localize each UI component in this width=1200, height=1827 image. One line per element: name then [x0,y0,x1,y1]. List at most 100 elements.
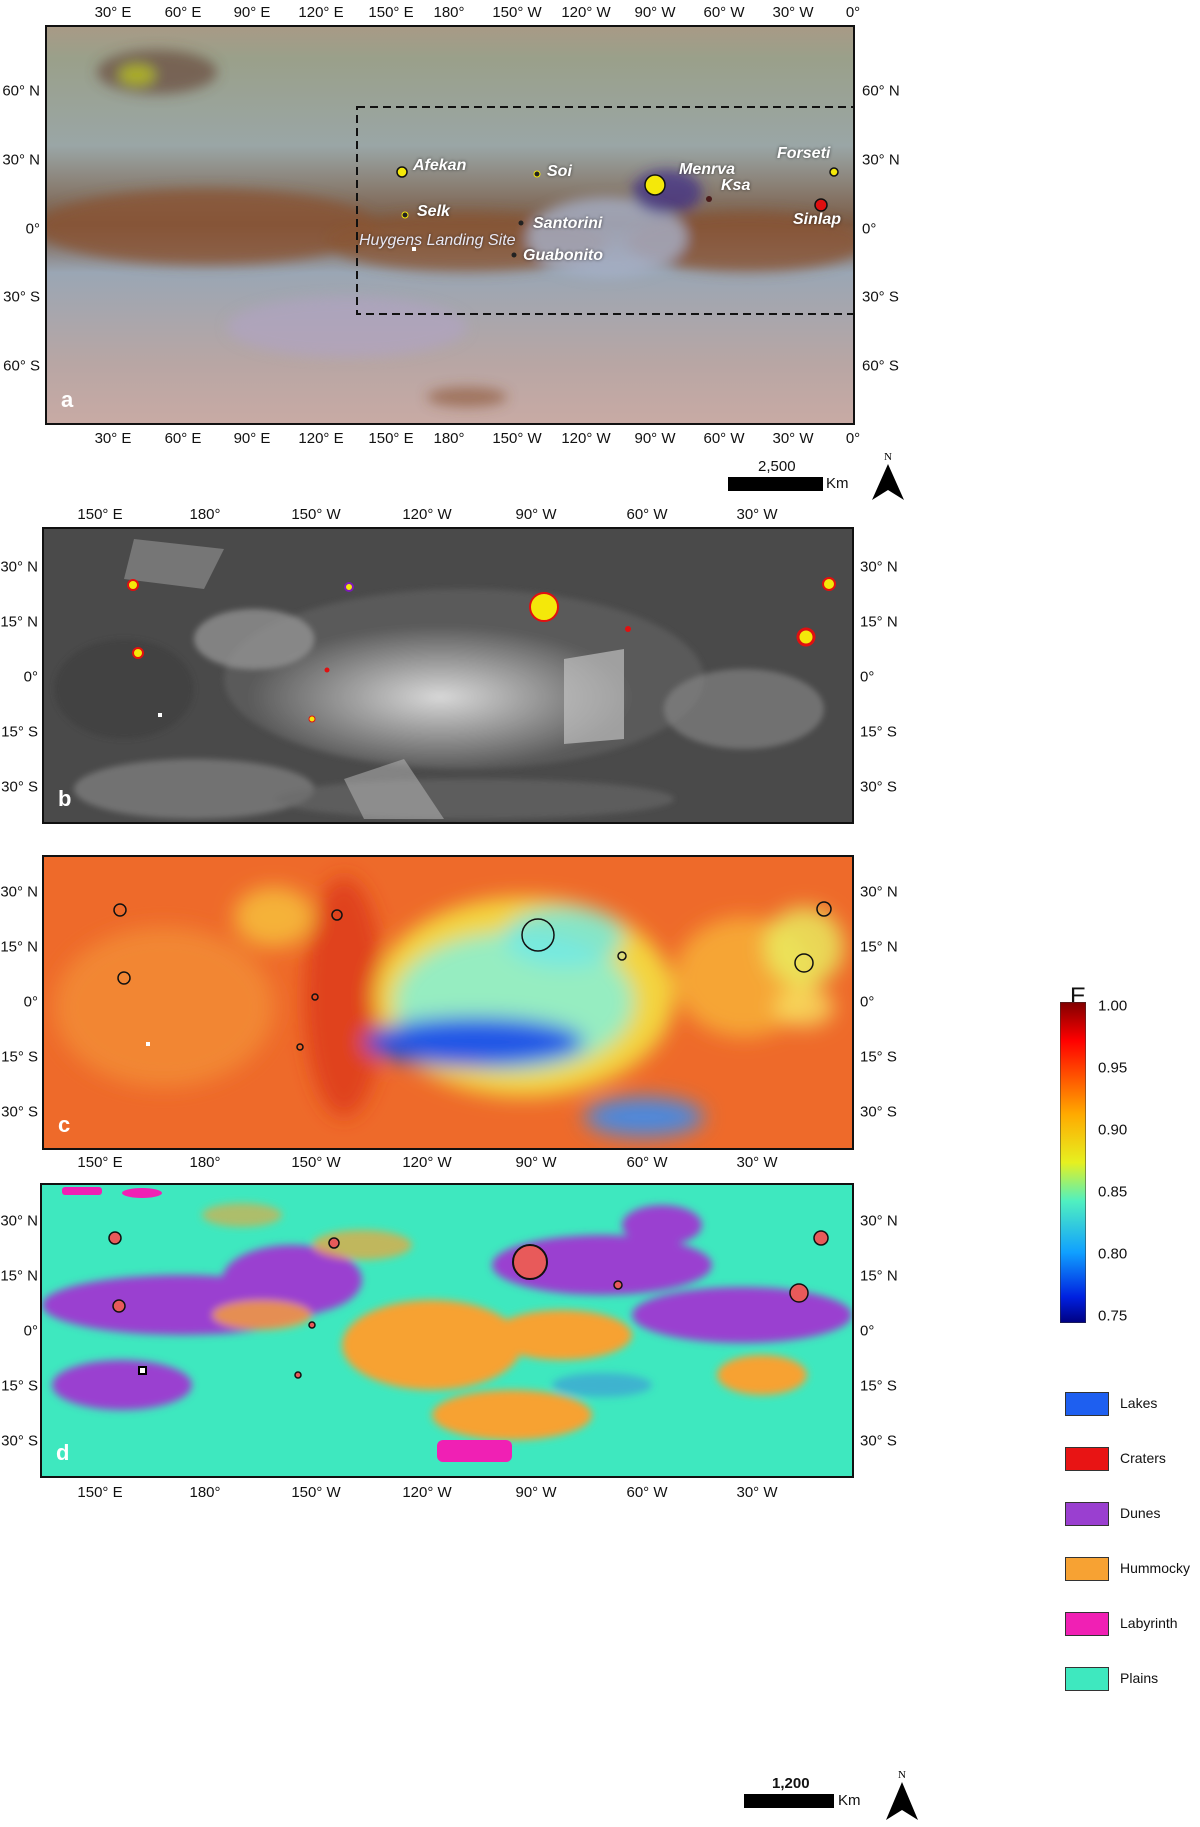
panel-d-lon-tick: 120° W [402,1484,452,1501]
panel-b-lon-tick: 30° W [736,506,778,523]
panel-d-lon-tick: 90° W [515,1484,557,1501]
panel-a-top-tick: 30° W [772,4,814,21]
panel-a-lat-tick: 60° S [3,357,40,375]
panel-a-top-tick: 150° E [368,4,414,21]
colorbar-tick: 0.90 [1098,1121,1128,1139]
colorbar [1059,1001,1087,1324]
panel-a-mosaic [47,27,853,423]
panel-b-lon-tick: 120° W [402,506,452,523]
site-huygens-landing: Huygens Landing Site [359,232,516,249]
panel-c-lon-tick: 180° [189,1154,221,1171]
site-forseti: Forseti [777,145,831,162]
panel-d-lat-tick-right: 15° S [860,1377,897,1395]
panel-a-bottom-tick: 120° W [561,430,611,447]
panel-a-bottom-tick: 30° E [94,430,132,447]
panel-d-lat-tick-right: 15° N [860,1267,898,1285]
colorbar-tick: 0.85 [1098,1183,1128,1201]
panel-c-raster [44,857,852,1148]
panel-d-lon-tick: 180° [189,1484,221,1501]
panel-b-lat-tick-right: 30° N [860,558,898,576]
panel-b-lat-tick: 30° N [0,558,38,576]
panel-a-top-tick: 120° E [298,4,344,21]
panel-a-lat-tick-right: 0° [862,220,877,238]
panel-a-top-tick: 150° W [492,4,542,21]
panel-d-geomorphology-map: d [40,1183,854,1478]
site-sinlap: Sinlap [793,211,842,228]
legend-swatch-hummocky [1065,1557,1109,1581]
panel-d-lat-tick: 30° N [0,1212,38,1230]
site-selk: Selk [417,203,450,220]
panel-c-lat-tick-right: 30° S [860,1103,897,1121]
panel-a-bottom-tick: 90° E [233,430,271,447]
panel-b-lat-tick: 15° N [0,613,38,631]
colorbar-tick: 0.75 [1098,1307,1128,1325]
panel-b-lon-tick: 60° W [626,506,668,523]
panel-a-bottom-tick: 120° E [298,430,344,447]
north-label: N [884,451,892,463]
legend-swatch-craters [1065,1447,1109,1471]
site-menrva: Menrva [679,161,736,178]
legend-label-lakes: Lakes [1120,1395,1158,1411]
panel-d-lat-tick: 15° N [0,1267,38,1285]
panel-c-lon-tick: 120° W [402,1154,452,1171]
panel-d-lon-tick: 60° W [626,1484,668,1501]
panel-a-lat-tick-right: 30° S [862,288,899,306]
panel-a-top-tick: 90° W [634,4,676,21]
panel-c-lat-tick: 15° N [0,938,38,956]
north-arrow-icon: N [884,1768,920,1827]
legend-label-dunes: Dunes [1120,1505,1161,1521]
scalebar-bottom [744,1794,834,1808]
panel-a-bottom-tick: 60° W [703,430,745,447]
panel-d-lat-tick-right: 30° N [860,1212,898,1230]
panel-b-label: b [58,786,72,811]
panel-c-lat-tick-right: 0° [860,993,875,1011]
panel-b-mosaic [44,529,852,822]
panel-a-bottom-tick: 90° W [634,430,676,447]
panel-a-lat-tick-right: 30° N [862,151,900,169]
panel-a-bottom-tick: 150° W [492,430,542,447]
colorbar-tick: 1.00 [1098,997,1128,1015]
panel-d-lon-tick: 30° W [736,1484,778,1501]
colorbar-tick: 0.95 [1098,1059,1128,1077]
panel-d-label: d [56,1440,70,1465]
panel-b-lat-tick-right: 0° [860,668,875,686]
site-soi: Soi [547,163,572,180]
scalebar-bottom-unit: Km [838,1792,861,1809]
panel-b-lon-tick: 90° W [515,506,557,523]
panel-c-lat-tick-right: 15° N [860,938,898,956]
scalebar-top-unit: Km [826,475,849,492]
panel-b-lon-tick: 180° [189,506,221,523]
panel-d-lat-tick: 0° [23,1322,38,1340]
site-afekan: Afekan [413,157,467,174]
panel-b-lat-tick-right: 15° S [860,723,897,741]
panel-c-lat-tick: 15° S [1,1048,38,1066]
legend-swatch-lakes [1065,1392,1109,1416]
scalebar-bottom-label: 1,200 [772,1775,810,1792]
colorbar-tick: 0.80 [1098,1245,1128,1263]
panel-a-top-tick: 0° [845,4,861,21]
panel-a-lat-tick: 60° N [2,82,40,100]
panel-a-lat-tick: 30° N [2,151,40,169]
legend-swatch-plains [1065,1667,1109,1691]
panel-d-lon-tick: 150° W [291,1484,341,1501]
panel-c-lon-tick: 150° E [77,1154,123,1171]
panel-a-lat-tick: 0° [25,220,40,238]
panel-d-lat-tick-right: 30° S [860,1432,897,1450]
scalebar-top [728,477,823,491]
panel-b-lon-tick: 150° W [291,506,341,523]
north-label: N [898,1769,906,1781]
panel-a-top-tick: 30° E [94,4,132,21]
site-guabonito: Guabonito [523,247,603,264]
legend-label-plains: Plains [1120,1670,1159,1686]
panel-a-top-tick: 120° W [561,4,611,21]
panel-d-lon-tick: 150° E [77,1484,123,1501]
panel-b-lon-tick: 150° E [77,506,123,523]
legend-swatch-labyrinth [1065,1612,1109,1636]
legend-label-labyrinth: Labyrinth [1120,1615,1178,1631]
panel-b-lat-tick: 15° S [1,723,38,741]
panel-c-label: c [58,1112,71,1137]
panel-a-top-tick: 60° W [703,4,745,21]
panel-b-lat-tick: 30° S [1,778,38,796]
panel-c-emissivity-map: c [42,855,854,1150]
panel-c-lon-tick: 30° W [736,1154,778,1171]
